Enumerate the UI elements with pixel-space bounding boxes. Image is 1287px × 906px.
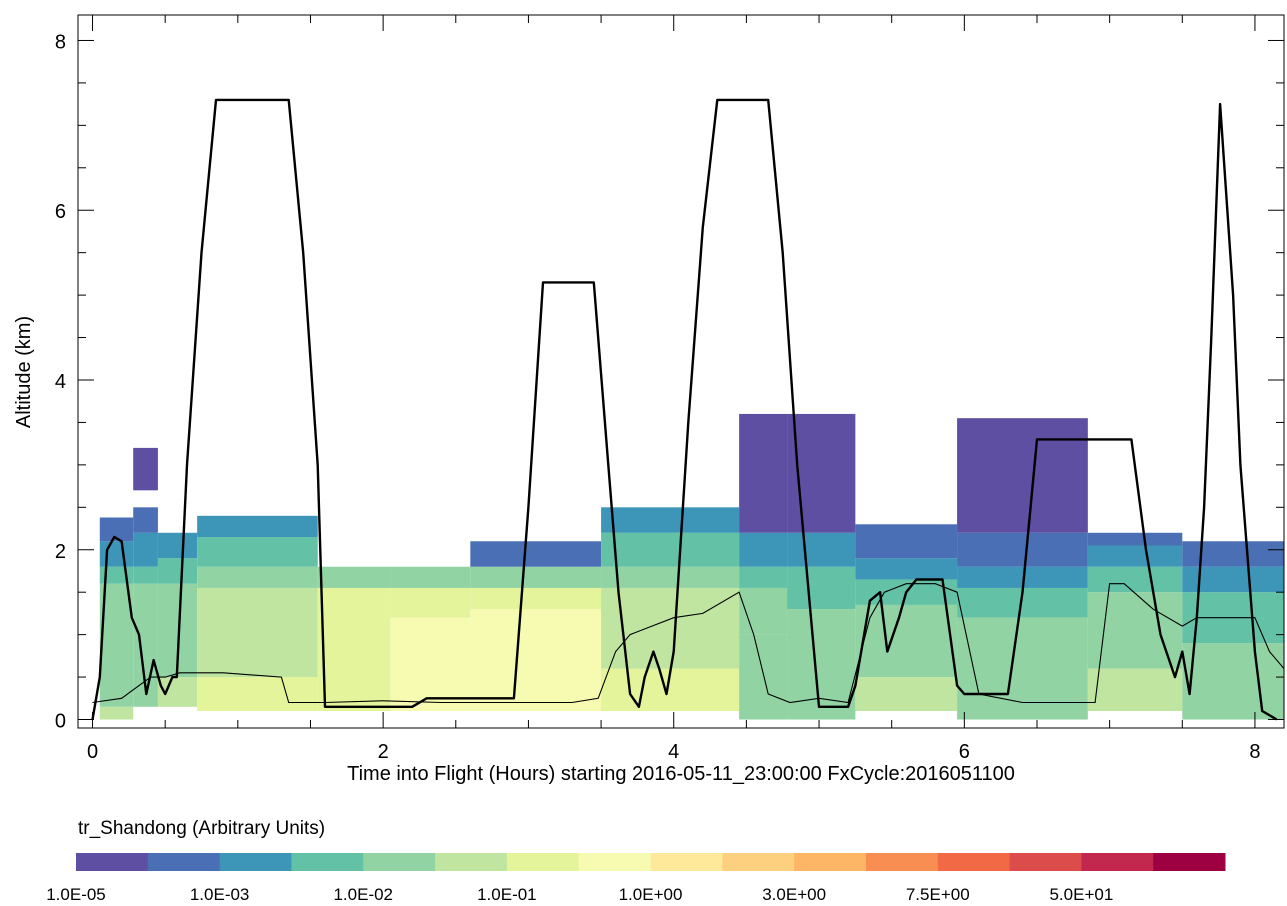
x-tick-label: 8 <box>1249 741 1260 763</box>
heatmap-cell <box>157 558 198 584</box>
heatmap-cell <box>957 617 1088 720</box>
x-tick-label: 6 <box>959 741 970 763</box>
colorbar-swatch <box>291 853 364 871</box>
heatmap-cell <box>739 532 788 567</box>
colorbar-swatch <box>363 853 436 871</box>
heatmap-cell <box>739 566 788 588</box>
y-tick-label: 2 <box>55 541 66 563</box>
heatmap-cell <box>317 587 391 712</box>
colorbar-swatch <box>1153 853 1226 871</box>
heatmap-cell <box>133 447 158 491</box>
heatmap-cell <box>133 566 158 584</box>
y-tick-label: 0 <box>55 711 66 733</box>
flight-altitude-line <box>91 98 1278 721</box>
heatmap-cell <box>390 566 471 588</box>
heatmap-cell <box>855 677 958 712</box>
heatmap-cell <box>855 558 958 580</box>
heatmap-cell <box>601 532 740 567</box>
colorbar-tick-label: 5.0E+01 <box>1049 885 1113 904</box>
heatmap-cell <box>470 609 602 712</box>
colorbar-swatch <box>1081 853 1154 871</box>
heatmap-cell <box>1182 643 1284 720</box>
flight-lines <box>91 98 1285 721</box>
colorbar-swatch <box>650 853 723 871</box>
colorbar-swatch <box>506 853 580 871</box>
heatmap-cell <box>390 617 471 712</box>
y-tick-label: 6 <box>55 201 66 223</box>
colorbar-tick-label: 1.0E-05 <box>46 885 106 904</box>
axis-ticks: 0 2 4 6 8 0 2 4 6 8 <box>55 15 1284 763</box>
heatmap-cell <box>1087 668 1183 712</box>
heatmap-cell <box>197 566 318 588</box>
colorbar-swatch <box>722 853 795 871</box>
heatmap-cell <box>601 587 740 669</box>
heatmap-cell <box>1087 566 1183 593</box>
colorbar-tick-label: 1.0E-03 <box>190 885 250 904</box>
heatmap-cell <box>157 532 198 559</box>
heatmap-cell <box>317 566 391 588</box>
heatmap-cell <box>855 604 958 678</box>
colorbar-title: tr_Shandong (Arbitrary Units) <box>78 818 325 839</box>
heatmap-cell <box>1087 532 1183 546</box>
heatmap-cell <box>1087 545 1183 567</box>
heatmap-cell <box>787 532 856 567</box>
heatmap-cell <box>470 587 602 610</box>
x-tick-label: 2 <box>378 741 389 763</box>
heatmap-cell <box>99 541 134 567</box>
heatmap-cell <box>99 517 134 542</box>
y-axis-label: Altitude (km) <box>13 316 35 428</box>
heatmap-cell <box>957 418 1088 533</box>
plot-frame <box>77 14 1285 729</box>
heatmap <box>99 413 1284 720</box>
colorbar: 1.0E-05 1.0E-03 1.0E-02 1.0E-01 1.0E+00 3.0E+… <box>46 853 1226 904</box>
heatmap-cell <box>470 541 602 567</box>
heatmap-cell <box>601 507 740 533</box>
heatmap-cell <box>133 532 158 567</box>
colorbar-swatch <box>937 853 1011 871</box>
heatmap-cell <box>133 507 158 533</box>
heatmap-cell <box>1182 541 1284 567</box>
y-tick-label: 4 <box>55 371 66 393</box>
x-axis-label: Time into Flight (Hours) starting 2016-0… <box>347 763 1015 785</box>
x-tick-label: 4 <box>668 741 679 763</box>
heatmap-cell <box>197 537 318 567</box>
heatmap-cell <box>739 634 788 720</box>
x-tick-label: 0 <box>87 741 98 763</box>
colorbar-tick-label: 1.0E+00 <box>619 885 683 904</box>
colorbar-swatch <box>435 853 508 871</box>
heatmap-cell <box>787 566 856 610</box>
colorbar-tick-label: 3.0E+00 <box>762 885 826 904</box>
colorbar-swatch <box>865 853 939 871</box>
colorbar-swatch <box>794 853 867 871</box>
heatmap-cell <box>197 677 318 712</box>
heatmap-cell <box>739 413 788 533</box>
heatmap-cell <box>855 524 958 559</box>
colorbar-tick-label: 7.5E+00 <box>906 885 970 904</box>
heatmap-cell <box>197 515 318 538</box>
heatmap-cell <box>99 583 134 707</box>
heatmap-cell <box>99 706 134 720</box>
heatmap-cell <box>470 566 602 588</box>
y-tick-label: 8 <box>55 31 66 53</box>
colorbar-tick-label: 1.0E-01 <box>477 885 537 904</box>
heatmap-cell <box>197 587 318 678</box>
heatmap-cell <box>957 532 1088 567</box>
heatmap-cell <box>390 587 471 618</box>
colorbar-swatch <box>219 853 292 871</box>
colorbar-swatch <box>578 853 651 871</box>
heatmap-cell <box>957 566 1088 588</box>
heatmap-cell <box>601 566 740 588</box>
heatmap-cell <box>787 609 856 720</box>
colorbar-swatch <box>76 853 149 871</box>
colorbar-swatch <box>147 853 221 871</box>
colorbar-swatch <box>1009 853 1082 871</box>
heatmap-cell <box>739 587 788 635</box>
colorbar-tick-label: 1.0E-02 <box>333 885 393 904</box>
pbl-height-line <box>92 583 1285 704</box>
